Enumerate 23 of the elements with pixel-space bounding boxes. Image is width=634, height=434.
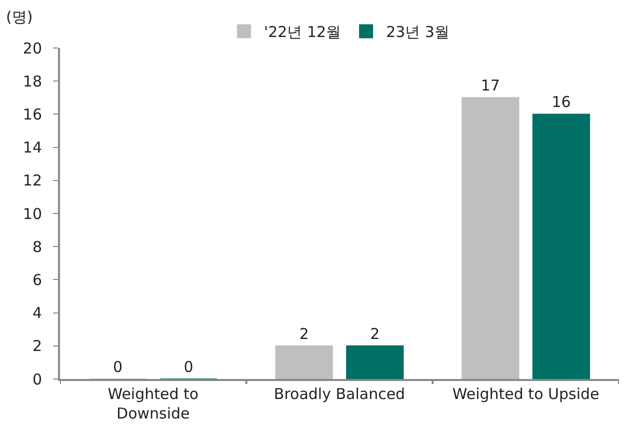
y-tick-label: 10	[22, 204, 42, 223]
x-tick-label: Broadly Balanced	[274, 385, 406, 403]
y-axis-title: (명)	[6, 8, 33, 26]
data-label: 2	[370, 324, 380, 343]
y-tick-label: 20	[22, 39, 42, 58]
y-tick-label: 0	[32, 370, 42, 388]
data-label: 16	[552, 93, 571, 112]
data-label: 2	[299, 324, 309, 343]
x-tick-label: Weighted to Upside	[452, 385, 600, 403]
data-label: 0	[184, 358, 194, 376]
x-tick-label: Weighted to Downside	[108, 385, 199, 422]
y-tick-label: 14	[22, 138, 42, 157]
y-tick-label: 2	[32, 337, 42, 356]
data-label: 17	[480, 76, 500, 95]
legend-label: 23년 3월	[386, 23, 450, 42]
legend-label: '22년 12월	[264, 23, 342, 42]
y-tick-label: 4	[32, 304, 42, 322]
y-tick-label: 8	[32, 238, 42, 256]
y-tick-label: 6	[32, 270, 42, 289]
y-tick-label: 12	[22, 172, 42, 190]
y-tick-label: 16	[22, 105, 42, 124]
y-tick-label: 18	[22, 72, 42, 90]
data-label: 0	[112, 358, 123, 376]
